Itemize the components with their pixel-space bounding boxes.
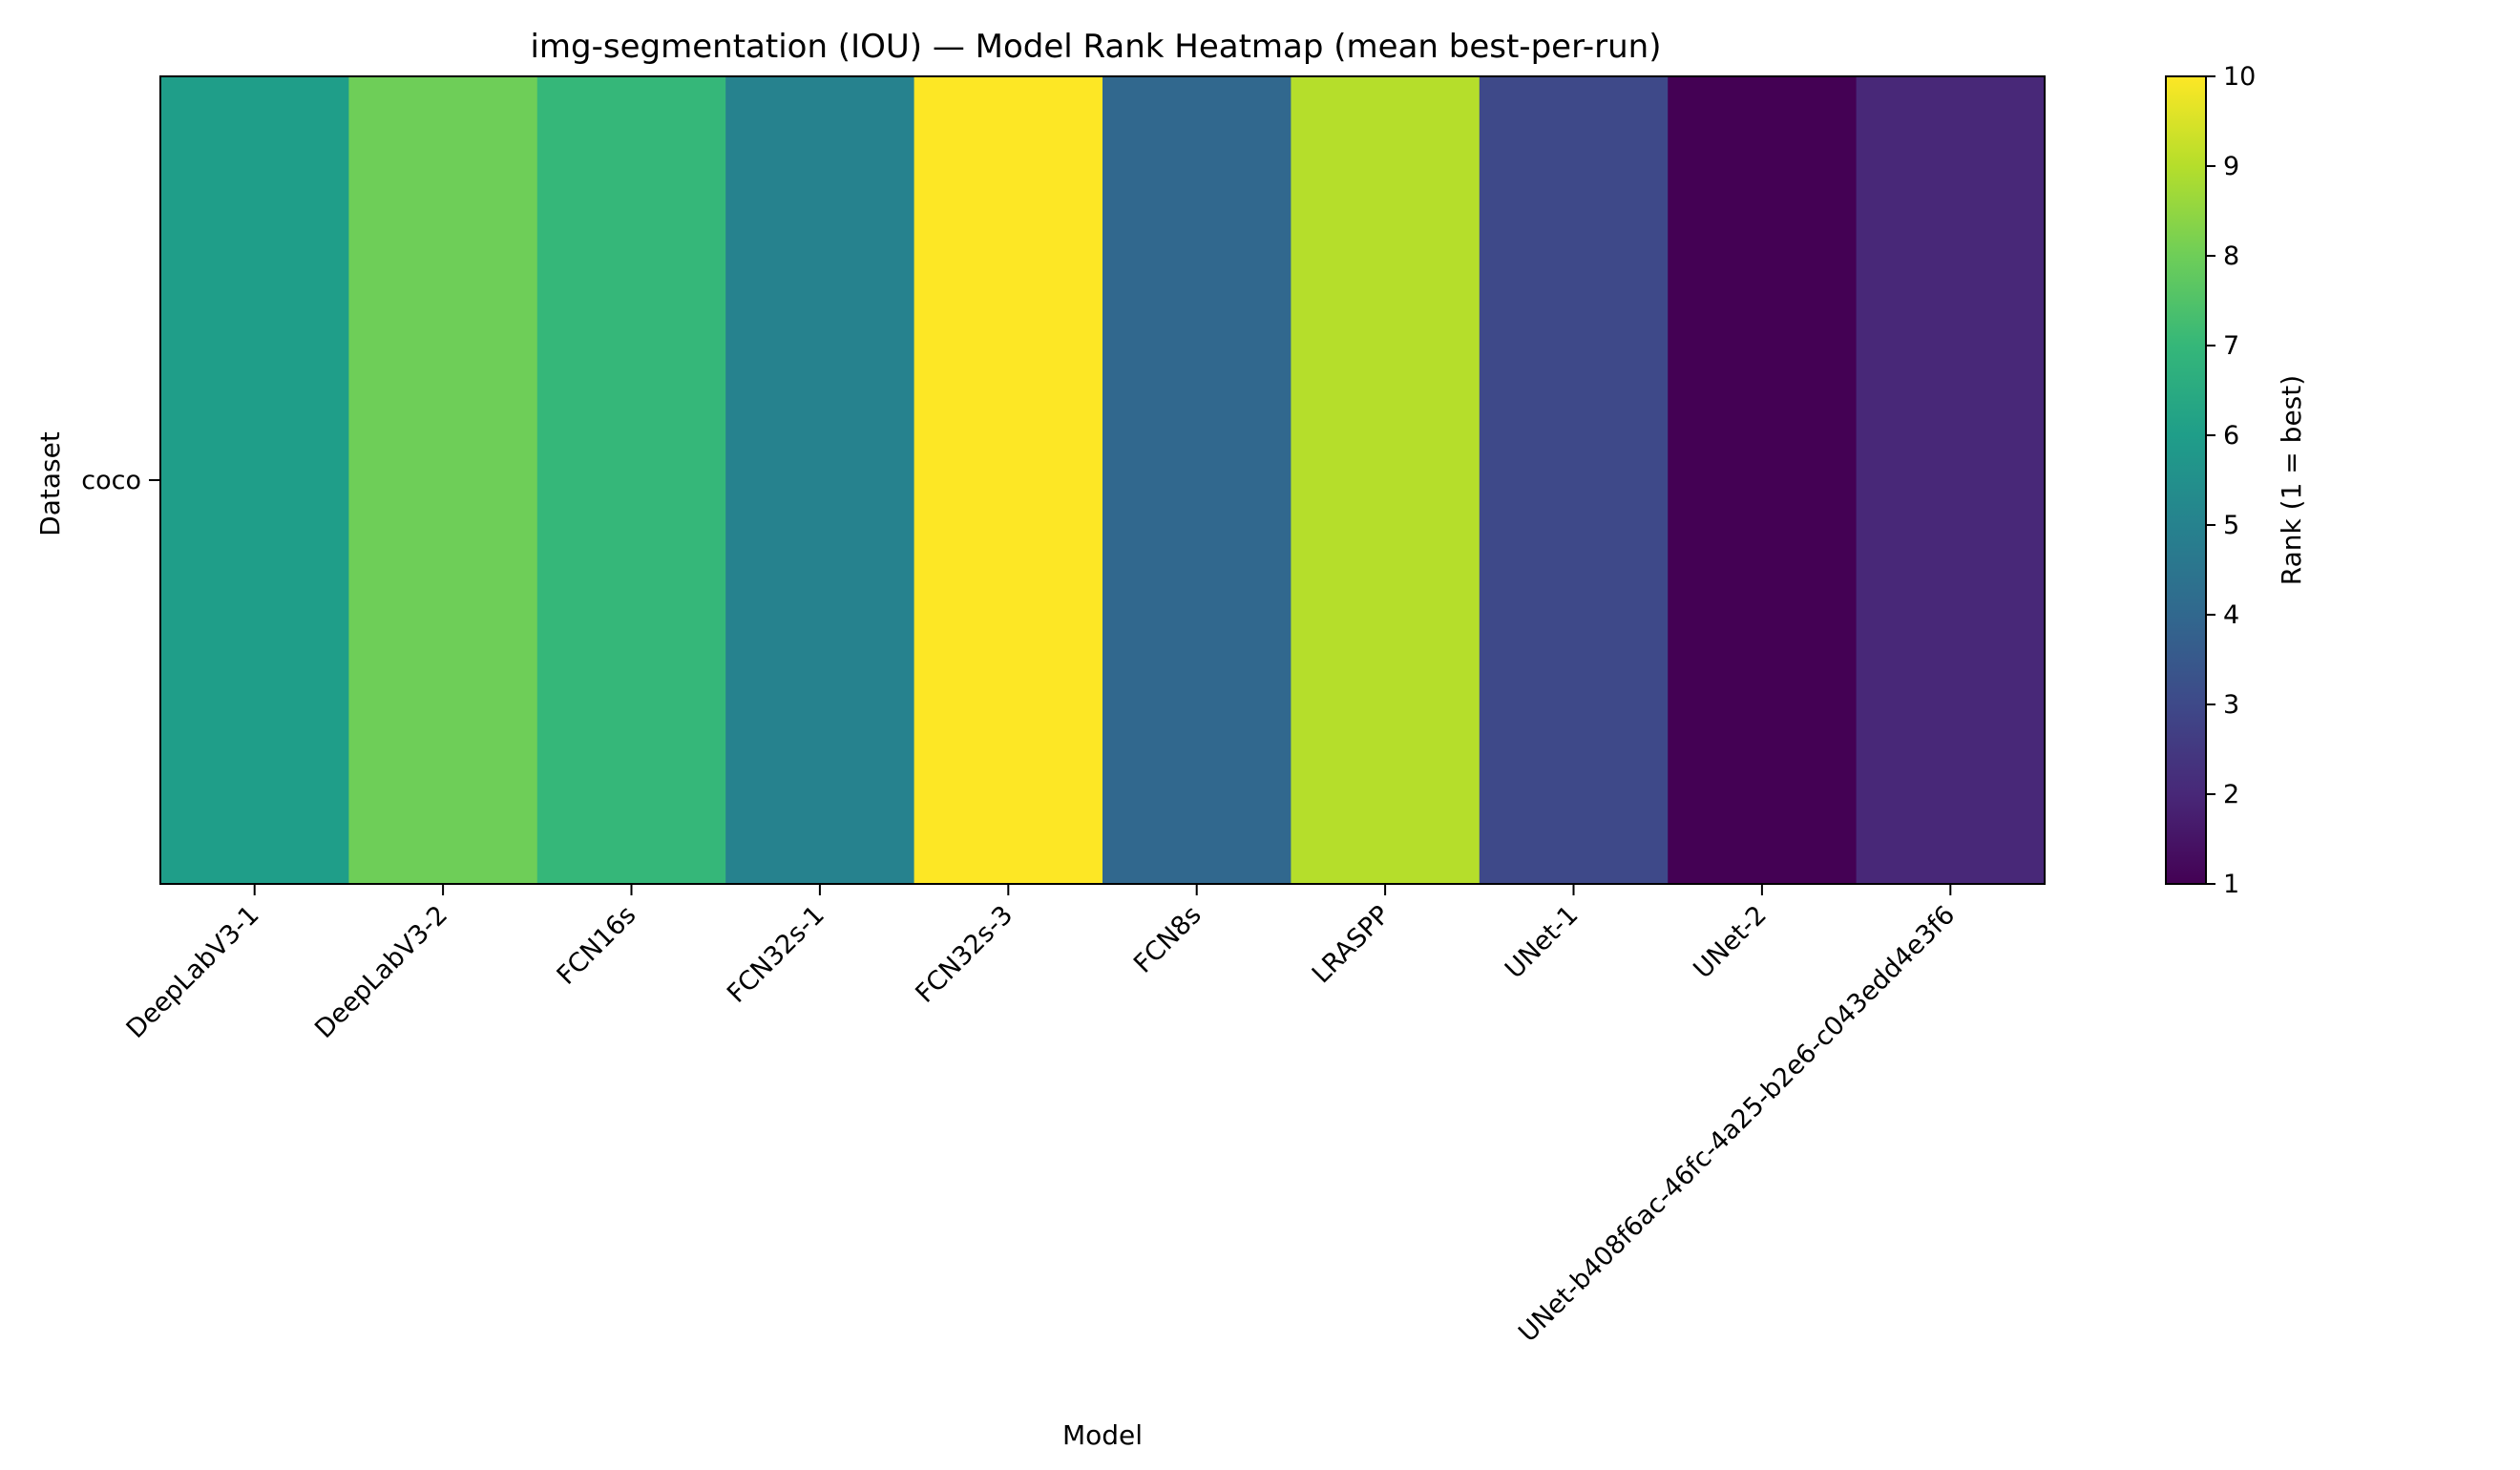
x-tick-label: FCN16s	[552, 900, 642, 991]
colorbar-tick-label: 10	[2223, 62, 2256, 92]
colorbar-tick-label: 4	[2223, 600, 2239, 630]
colorbar-tick-label: 2	[2223, 780, 2239, 809]
heatmap-cell	[914, 76, 1103, 884]
x-axis-ticks: DeepLabV3-1 DeepLabV3-2 FCN16s FCN32s-1 FCN3…	[121, 884, 1961, 1348]
x-tick-label: UNet-b408f6ac-46fc-4a25-b2e6-c043edd4e3f…	[1513, 900, 1961, 1348]
heatmap-cell	[160, 76, 349, 884]
heatmap-cell	[725, 76, 915, 884]
colorbar-tick-label: 7	[2223, 331, 2239, 361]
colorbar-ticks: 1 2 3 4 5 6 7 8 9 10	[2206, 62, 2256, 899]
x-tick-label: FCN8s	[1128, 900, 1208, 979]
y-axis-label: Dataset	[34, 431, 66, 536]
colorbar-tick-label: 9	[2223, 152, 2239, 181]
x-tick-label: FCN32s-1	[722, 900, 830, 1009]
heatmap-cell	[1668, 76, 1858, 884]
colorbar-tick-label: 1	[2223, 870, 2239, 899]
x-tick-label: UNet-2	[1688, 900, 1772, 984]
heatmap-cells	[160, 76, 2046, 884]
x-tick-label: UNet-1	[1500, 900, 1584, 984]
y-tick-label: coco	[81, 466, 141, 495]
heatmap-cell	[536, 76, 726, 884]
colorbar-tick-label: 3	[2223, 690, 2239, 720]
colorbar-label: Rank (1 = best)	[2276, 375, 2307, 585]
colorbar-tick-label: 8	[2223, 242, 2239, 271]
colorbar	[2165, 75, 2207, 885]
heatmap-cell	[1856, 76, 2046, 884]
colorbar-tick-label: 5	[2223, 511, 2239, 540]
x-tick-label: FCN32s-3	[910, 900, 1018, 1009]
heatmap-cell	[1291, 76, 1480, 884]
y-axis-ticks: coco	[81, 466, 160, 495]
x-tick-label: DeepLabV3-2	[309, 900, 453, 1044]
heatmap-cell	[348, 76, 538, 884]
x-tick-label: DeepLabV3-1	[121, 900, 265, 1044]
colorbar-tick-label: 6	[2223, 421, 2239, 451]
chart-title: img-segmentation (IOU) — Model Rank Heat…	[530, 28, 1661, 66]
heatmap-cell	[1102, 76, 1292, 884]
x-tick-label: LRASPP	[1307, 900, 1396, 989]
heatmap-cell	[1479, 76, 1669, 884]
x-axis-label: Model	[1062, 1419, 1143, 1451]
